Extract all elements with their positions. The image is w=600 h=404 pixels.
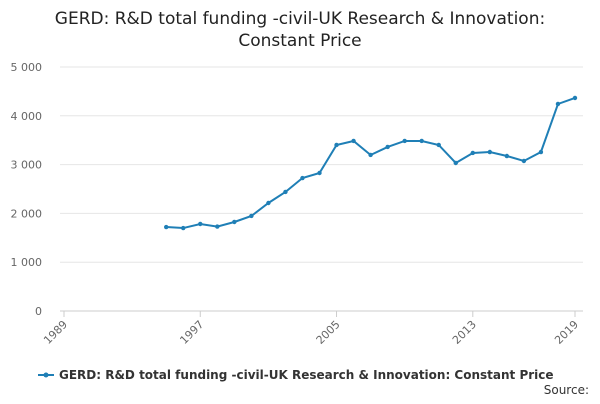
point: [215, 224, 220, 229]
chart-title: GERD: R&D total funding -civil-UK Resear…: [55, 9, 545, 29]
x-tick-label: 1997: [177, 318, 206, 347]
x-tick-label: 2019: [552, 318, 581, 347]
point: [470, 150, 475, 156]
point: [317, 170, 322, 176]
point: [504, 153, 510, 159]
line: [166, 97, 576, 230]
point: [266, 200, 271, 206]
point: [283, 189, 288, 195]
x-tick-label: 2013: [450, 318, 479, 347]
y-tick-label: 5 000: [11, 61, 43, 74]
point: [198, 221, 203, 227]
y-tick-label: 1 000: [11, 256, 43, 269]
point: [368, 152, 373, 158]
point: [232, 219, 237, 225]
y-tick-label: 4 000: [11, 110, 43, 123]
point: [300, 175, 305, 181]
y-tick-label: 2 000: [11, 207, 43, 220]
chart-title: Constant Price: [238, 31, 361, 51]
point: [334, 142, 339, 148]
legend-swatch-dot: [43, 372, 49, 378]
point: [181, 225, 186, 231]
x-tick-label: 2005: [314, 318, 343, 347]
y-tick-label: 0: [35, 305, 42, 318]
point: [555, 101, 561, 107]
point: [419, 138, 424, 144]
point: [249, 213, 254, 219]
point: [572, 95, 578, 101]
point: [164, 224, 169, 230]
point: [521, 158, 527, 164]
legend-label: GERD: R&D total funding -civil-UK Resear…: [59, 368, 554, 382]
point: [487, 149, 493, 155]
point: [351, 138, 356, 144]
source: Source:: [544, 383, 589, 397]
point: [436, 142, 441, 148]
point: [453, 160, 458, 166]
point: [385, 144, 390, 150]
point: [402, 138, 407, 144]
y-tick-label: 3 000: [11, 159, 43, 172]
point: [538, 149, 544, 155]
x-tick-label: 1989: [41, 318, 70, 347]
